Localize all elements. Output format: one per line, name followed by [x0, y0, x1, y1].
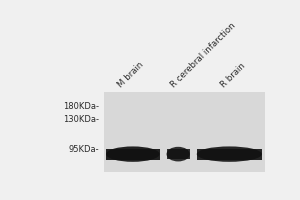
Ellipse shape	[167, 147, 190, 161]
Text: M brain: M brain	[116, 60, 145, 89]
Text: 180KDa-: 180KDa-	[63, 102, 99, 111]
Bar	[106, 149, 160, 160]
Bar	[197, 149, 262, 160]
Ellipse shape	[197, 146, 262, 162]
Text: R brain: R brain	[220, 61, 248, 89]
Bar	[104, 92, 266, 172]
Text: 95KDa-: 95KDa-	[68, 145, 99, 154]
Ellipse shape	[106, 146, 160, 162]
Text: R cerebral infarction: R cerebral infarction	[169, 21, 238, 89]
Text: 130KDa-: 130KDa-	[63, 115, 99, 124]
Bar	[167, 149, 190, 159]
